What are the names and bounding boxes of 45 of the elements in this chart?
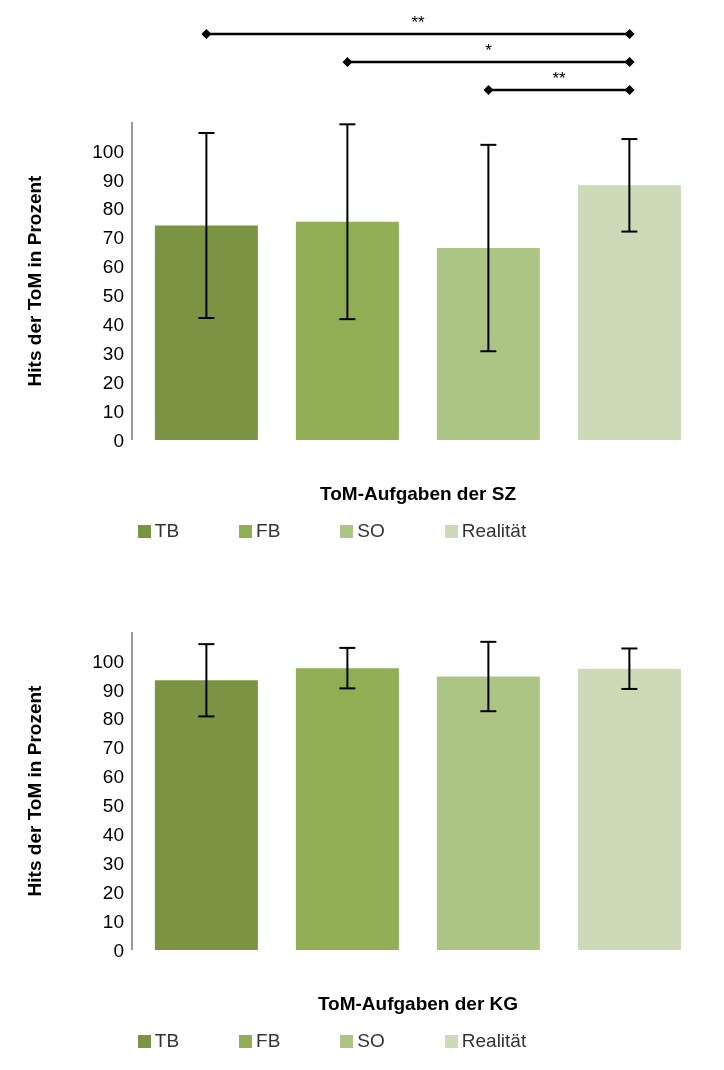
legend-label: Realität <box>461 520 527 541</box>
y-tick-label: 0 <box>113 429 124 451</box>
y-tick-label: 10 <box>102 400 124 422</box>
x-axis-title: ToM-Aufgaben der KG <box>317 993 519 1014</box>
legend-label: TB <box>154 520 180 541</box>
y-tick-label: 50 <box>102 285 124 307</box>
y-tick-label: 100 <box>92 140 124 162</box>
y-axis-title: Hits der ToM in Prozent <box>23 174 45 387</box>
legend-label: SO <box>357 1030 385 1051</box>
y-tick-label: 20 <box>102 371 124 393</box>
bar <box>436 676 540 950</box>
bar <box>295 668 399 950</box>
bar <box>154 680 258 950</box>
y-tick-label: 10 <box>102 910 124 932</box>
y-tick-label: 100 <box>92 650 124 672</box>
y-tick-label: 40 <box>102 824 124 846</box>
y-tick-label: 50 <box>102 795 124 817</box>
y-tick-label: 30 <box>102 853 124 875</box>
text: ** <box>411 13 425 32</box>
bar <box>577 668 681 950</box>
text: ** <box>552 69 567 88</box>
bar <box>436 248 540 440</box>
x-axis-title: ToM-Aufgaben der SZ <box>320 483 517 504</box>
y-tick-label: 70 <box>102 227 124 249</box>
legend-label: FB <box>256 1030 281 1051</box>
y-tick-label: 60 <box>102 766 124 788</box>
y-tick-label: 40 <box>102 314 124 336</box>
legend-label: TB <box>154 1030 180 1051</box>
bar <box>154 225 258 440</box>
y-tick-label: 0 <box>113 939 124 961</box>
y-tick-label: 80 <box>102 198 124 220</box>
y-axis-title: Hits der ToM in Prozent <box>23 684 45 897</box>
y-tick-label: 20 <box>102 881 124 903</box>
bar <box>295 221 399 440</box>
y-tick-label: 90 <box>102 679 124 701</box>
legend-label: Realität <box>461 1030 527 1051</box>
legend-label: SO <box>357 520 385 541</box>
y-tick-label: 90 <box>102 169 124 191</box>
y-tick-label: 80 <box>102 708 124 730</box>
y-tick-label: 70 <box>102 737 124 759</box>
text: * <box>485 41 493 60</box>
legend-label: FB <box>256 520 281 541</box>
y-tick-label: 30 <box>102 343 124 365</box>
y-tick-label: 60 <box>102 256 124 278</box>
bar <box>577 185 681 440</box>
